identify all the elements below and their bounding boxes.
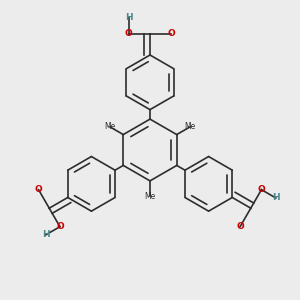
Text: Me: Me [144, 192, 156, 201]
Text: Me: Me [104, 122, 116, 131]
Text: Me: Me [184, 122, 196, 131]
Text: H: H [125, 13, 132, 22]
Text: O: O [35, 185, 42, 194]
Text: O: O [125, 29, 133, 38]
Text: O: O [56, 222, 64, 231]
Text: O: O [167, 29, 175, 38]
Text: O: O [236, 222, 244, 231]
Text: H: H [272, 194, 280, 202]
Text: O: O [258, 185, 265, 194]
Text: H: H [42, 230, 49, 239]
